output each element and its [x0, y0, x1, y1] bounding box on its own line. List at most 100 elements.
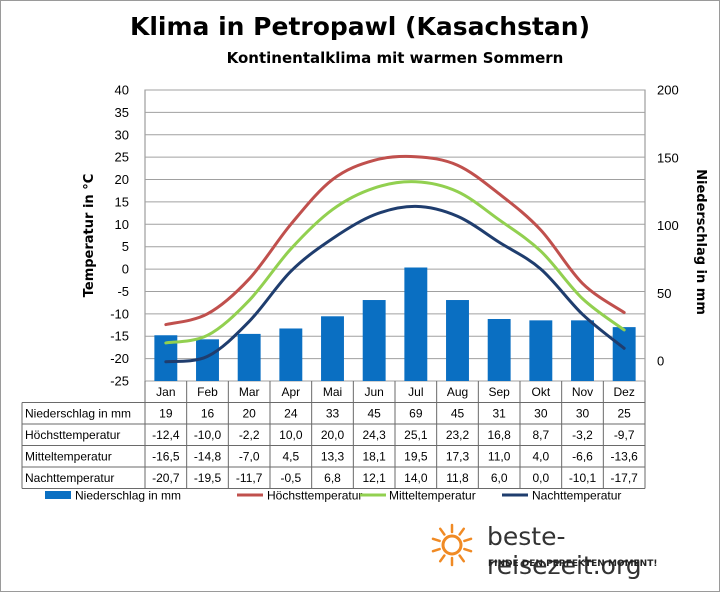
table-cell: -16,5	[152, 450, 180, 464]
y-right-tick-label: 150	[657, 150, 679, 165]
table-cell: 16	[201, 407, 215, 421]
table-cell: 6,0	[491, 471, 508, 485]
sun-ray-icon	[431, 537, 441, 543]
table-cell: -3,2	[572, 428, 593, 442]
legend-swatch-bar	[45, 491, 71, 499]
x-category-label: Mai	[323, 385, 342, 399]
table-cell: 45	[367, 407, 381, 421]
y-left-tick-label: 10	[115, 217, 129, 232]
y-left-tick-label: -15	[110, 329, 129, 344]
table-cell: -13,6	[610, 450, 638, 464]
table-cell: 24,3	[362, 428, 386, 442]
chart-subtitle: Kontinentalklima mit warmen Sommern	[226, 49, 564, 67]
y-left-tick-label: -25	[110, 374, 129, 389]
y-left-axis-title: Temperatur in °C	[82, 174, 97, 298]
y-right-tick-label: 100	[657, 218, 679, 233]
table-cell: -17,7	[610, 471, 638, 485]
precipitation-bar	[612, 327, 636, 381]
table-row-label: Mitteltemperatur	[25, 450, 112, 464]
y-right-tick-label: 200	[657, 83, 679, 98]
x-category-label: Jan	[156, 385, 175, 399]
y-left-tick-label: 30	[115, 127, 129, 142]
y-left-tick-label: -10	[110, 306, 129, 321]
precipitation-bar	[446, 300, 469, 381]
table-cell: 69	[409, 407, 423, 421]
table-cell: 17,3	[446, 450, 470, 464]
precipitation-bar	[487, 318, 511, 381]
table-cell: 0,0	[532, 471, 549, 485]
table-cell: 25	[617, 407, 631, 421]
legend-entry: Nachttemperatur	[532, 489, 621, 503]
x-category-label: Dez	[613, 385, 634, 399]
table-cell: 11,0	[488, 450, 511, 464]
table-cell: 18,1	[362, 450, 386, 464]
table-cell: 8,7	[532, 428, 549, 442]
table-cell: 20,0	[321, 428, 345, 442]
y-left-tick-label: -20	[110, 351, 129, 366]
line-h-chsttemperatur	[164, 154, 626, 327]
table-cell: -12,4	[152, 428, 180, 442]
legend-entry: Höchsttemperatur	[267, 489, 362, 503]
table-cell: 19	[159, 407, 173, 421]
sun-ray-icon	[458, 527, 466, 536]
table-cell: 45	[451, 407, 465, 421]
x-category-label: Aug	[447, 385, 468, 399]
y-left-tick-label: -5	[117, 284, 129, 299]
sun-ray-icon	[438, 554, 446, 563]
table-cell: 31	[492, 407, 506, 421]
y-left-tick-label: 20	[115, 172, 129, 187]
precipitation-bar	[321, 316, 344, 381]
table-cell: 4,5	[282, 450, 299, 464]
y-left-tick-label: 5	[122, 239, 129, 254]
table-cell: -10,1	[569, 471, 597, 485]
table-cell: 23,2	[446, 428, 470, 442]
sun-ray-icon	[458, 554, 466, 563]
table-row-label: Niederschlag in mm	[25, 407, 131, 421]
y-left-tick-label: 0	[122, 262, 129, 277]
table-cell: -0,5	[280, 471, 301, 485]
x-category-label: Apr	[281, 385, 300, 399]
table-cell: -20,7	[152, 471, 180, 485]
table-cell: 16,8	[487, 428, 511, 442]
table-cell: -14,8	[194, 450, 222, 464]
table-cell: -7,0	[239, 450, 260, 464]
x-category-label: Jun	[364, 385, 383, 399]
y-left-tick-label: 25	[115, 150, 129, 165]
y-right-tick-label: 50	[657, 286, 671, 301]
table-cell: 19,5	[404, 450, 428, 464]
table-cell: -19,5	[194, 471, 222, 485]
table-cell: 4,0	[532, 450, 549, 464]
x-category-label: Feb	[197, 385, 218, 399]
precipitation-bar	[196, 339, 219, 381]
table-cell: 24	[284, 407, 298, 421]
table-cell: 20	[242, 407, 256, 421]
table-cell: 10,0	[279, 428, 303, 442]
precipitation-bar	[362, 300, 386, 381]
table-cell: 14,0	[404, 471, 428, 485]
line-nachttemperatur	[164, 204, 626, 364]
table-cell: 30	[576, 407, 590, 421]
x-category-label: Nov	[572, 385, 593, 399]
table-cell: 6,8	[324, 471, 341, 485]
table-cell: 11,8	[446, 471, 469, 485]
precipitation-bar	[571, 320, 594, 381]
table-cell: 30	[534, 407, 548, 421]
precipitation-bar	[404, 267, 428, 381]
precipitation-bar	[237, 333, 261, 381]
table-cell: -9,7	[614, 428, 635, 442]
x-category-label: Mar	[239, 385, 260, 399]
x-category-label: Jul	[408, 385, 423, 399]
table-cell: -10,0	[194, 428, 222, 442]
x-category-label: Okt	[531, 385, 550, 399]
sun-ray-icon	[463, 537, 473, 543]
table-cell: -11,7	[236, 471, 263, 485]
chart-title: Klima in Petropawl (Kasachstan)	[129, 12, 591, 41]
table-row-label: Nachttemperatur	[25, 471, 114, 485]
table-cell: -6,6	[572, 450, 593, 464]
sun-icon	[441, 534, 463, 556]
brand-tagline: FINDE DEN PERFEKTEN MOMENT!	[488, 559, 658, 569]
y-left-tick-label: 15	[115, 194, 129, 209]
precipitation-bar	[279, 328, 303, 381]
precipitation-bar	[529, 320, 553, 381]
